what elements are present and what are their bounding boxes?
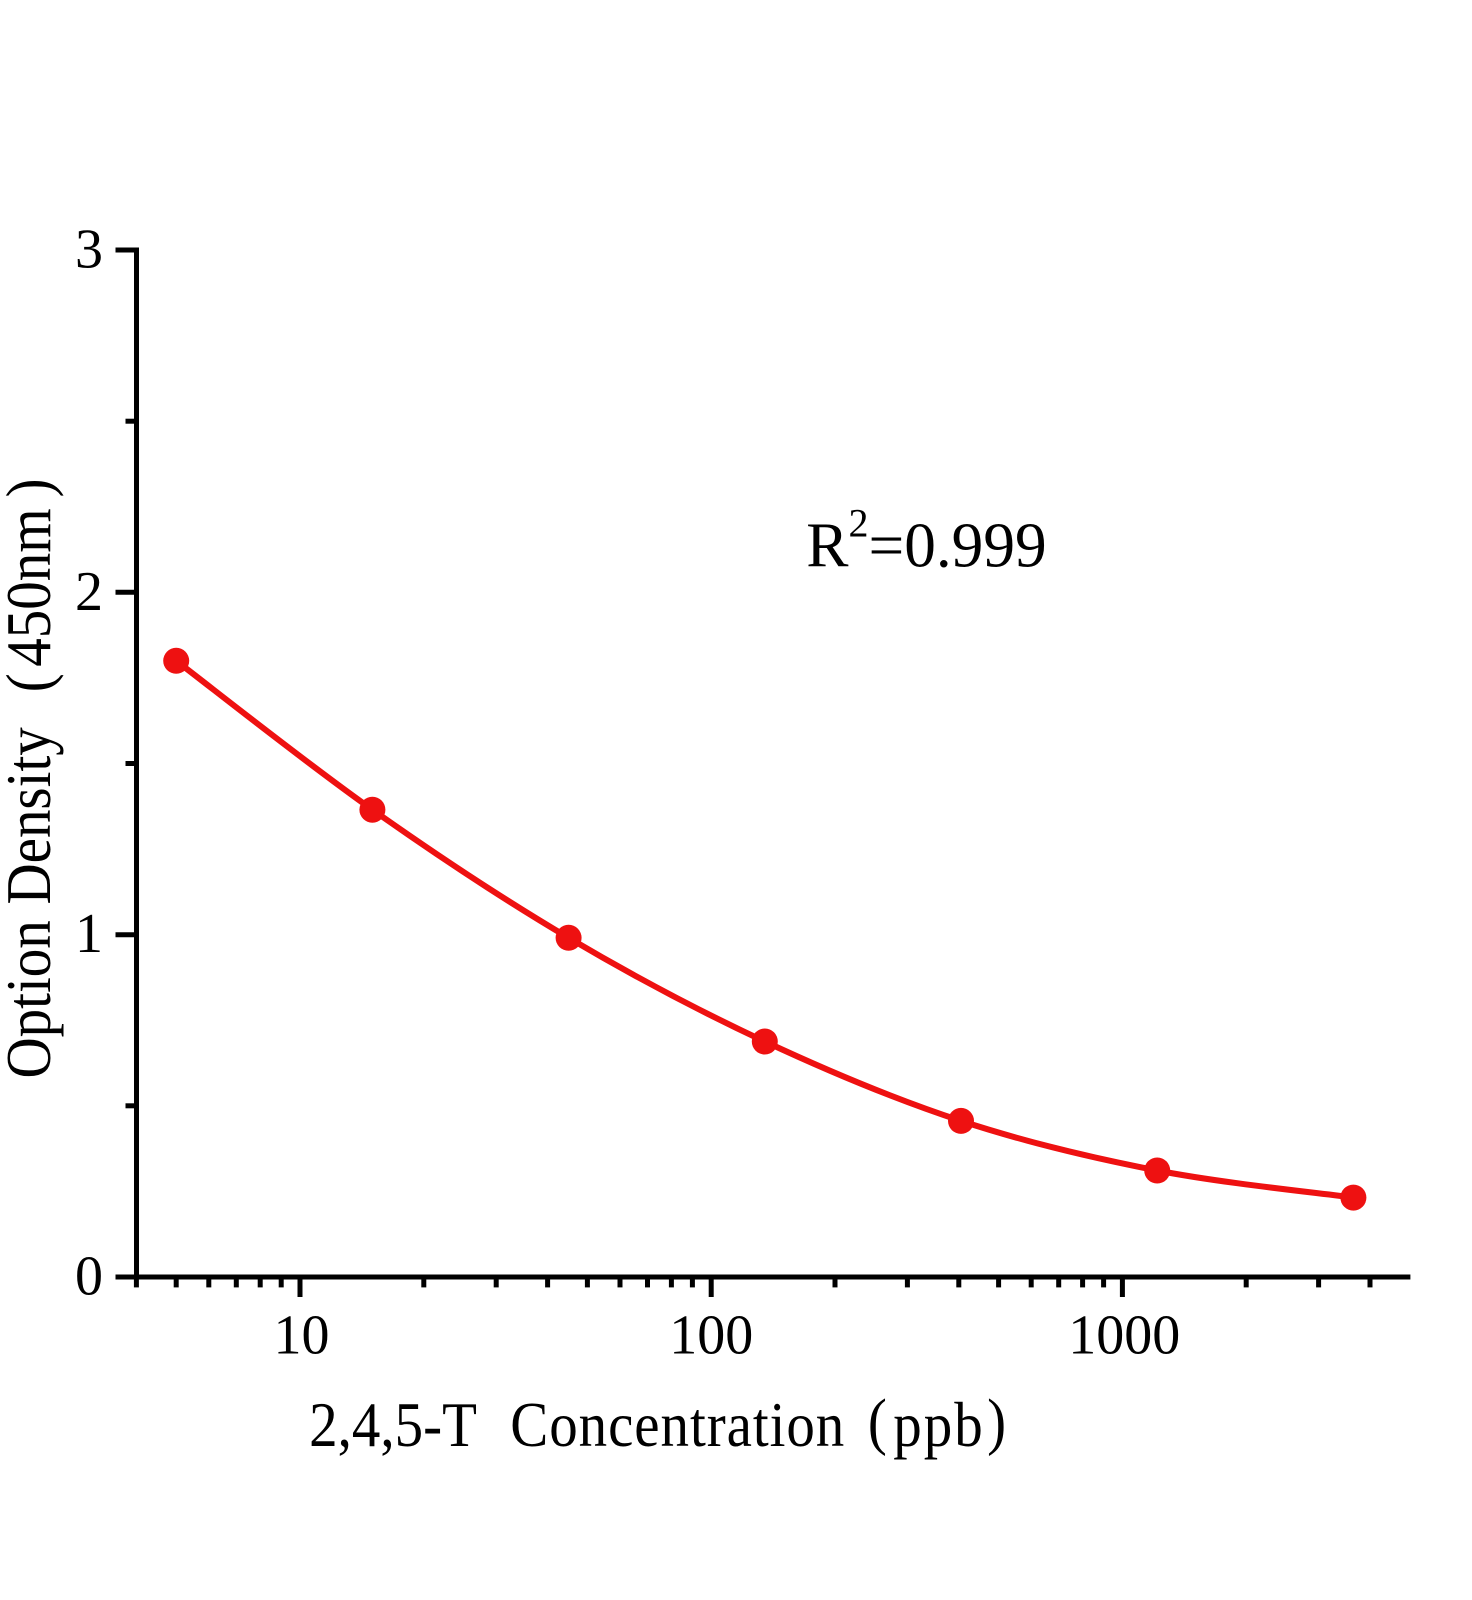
svg-text:2: 2: [75, 561, 103, 623]
svg-text:0: 0: [75, 1246, 103, 1308]
svg-text:): ): [0, 479, 65, 498]
svg-text:Concentration: Concentration: [510, 1390, 844, 1461]
svg-text:Option: Option: [0, 920, 65, 1078]
svg-text:10: 10: [274, 1305, 330, 1367]
svg-text:(: (: [868, 1387, 887, 1458]
svg-text:(: (: [0, 673, 65, 692]
svg-text:1000: 1000: [1068, 1305, 1180, 1367]
svg-text:ppb: ppb: [893, 1390, 982, 1461]
svg-text:Density: Density: [0, 727, 65, 905]
svg-text:R2=0.999: R2=0.999: [806, 501, 1046, 581]
svg-text:2,4,5-T: 2,4,5-T: [309, 1390, 477, 1461]
svg-text:450nm: 450nm: [0, 508, 65, 666]
svg-text:): ): [987, 1387, 1006, 1458]
svg-text:1: 1: [75, 903, 103, 965]
svg-text:3: 3: [75, 219, 103, 281]
svg-text:100: 100: [669, 1305, 753, 1367]
